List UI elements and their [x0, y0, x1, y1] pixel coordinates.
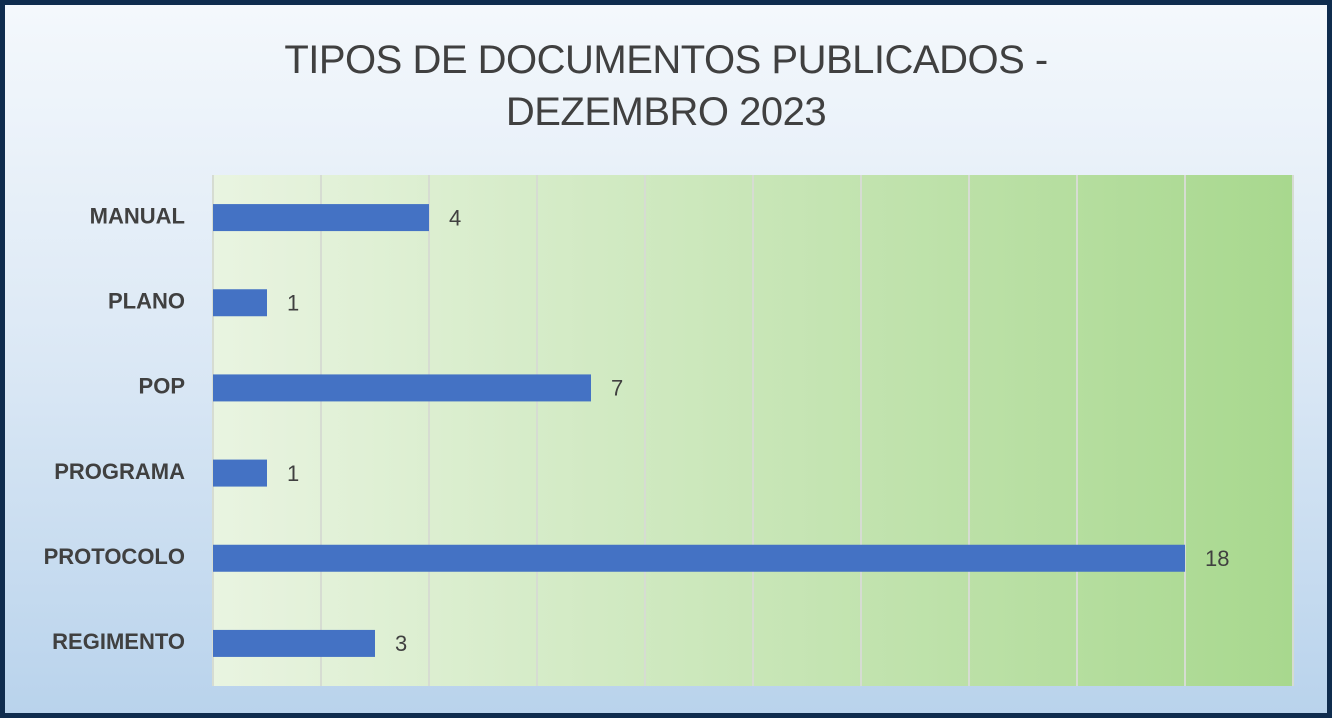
- y-tick-label: PROGRAMA: [54, 459, 185, 484]
- data-label: 18: [1205, 546, 1229, 571]
- chart-title: TIPOS DE DOCUMENTOS PUBLICADOS - DEZEMBR…: [284, 38, 1048, 134]
- data-label: 7: [611, 376, 623, 401]
- data-label: 4: [449, 205, 461, 230]
- bar: [213, 289, 267, 317]
- bar: [213, 204, 429, 232]
- y-tick-label: PLANO: [108, 289, 185, 314]
- data-label: 3: [395, 631, 407, 656]
- bar: [213, 629, 375, 657]
- y-tick-label: MANUAL: [90, 203, 185, 228]
- y-tick-label: POP: [139, 374, 185, 399]
- bar: [213, 459, 267, 487]
- y-tick-label: PROTOCOLO: [44, 544, 185, 569]
- bar: [213, 374, 591, 402]
- data-label: 1: [287, 461, 299, 486]
- data-label: 1: [287, 291, 299, 316]
- bar: [213, 544, 1185, 572]
- y-tick-label: REGIMENTO: [52, 629, 185, 654]
